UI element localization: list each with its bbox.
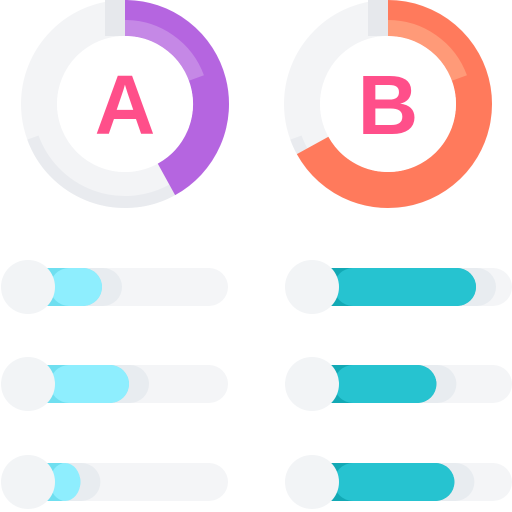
progress-fill [334,463,455,501]
progress-bar [285,357,512,411]
progress-bar [285,260,512,314]
progress-knob [1,357,55,411]
progress-knob [285,455,339,509]
progress-bar [1,455,228,509]
donut-center [320,36,456,172]
donut-chart-a: A [21,0,229,208]
donut-start-notch [105,0,125,36]
donut-letter: B [358,58,419,152]
progress-fill [50,365,129,403]
donut-value-highlight [387,20,467,82]
progress-fill [334,268,476,306]
progress-fill [50,268,102,306]
donut-value-arc [124,0,229,196]
progress-bars [1,260,512,509]
progress-fill [50,463,81,501]
progress-knob [285,260,339,314]
donut-value-highlight [124,20,204,82]
progress-column-2 [285,260,512,509]
progress-bar [285,455,512,509]
donut-letter: A [95,58,156,152]
progress-knob [285,357,339,411]
progress-knob [1,455,55,509]
donut-center [57,36,193,172]
donut-start-notch [368,0,388,36]
donut-value-arc [296,0,492,208]
progress-bar [1,260,228,314]
progress-column-1 [1,260,228,509]
progress-fill [334,365,437,403]
donut-track-shade [27,135,177,208]
donut-chart-b: B [284,0,492,208]
progress-knob [1,260,55,314]
progress-bar [1,357,228,411]
